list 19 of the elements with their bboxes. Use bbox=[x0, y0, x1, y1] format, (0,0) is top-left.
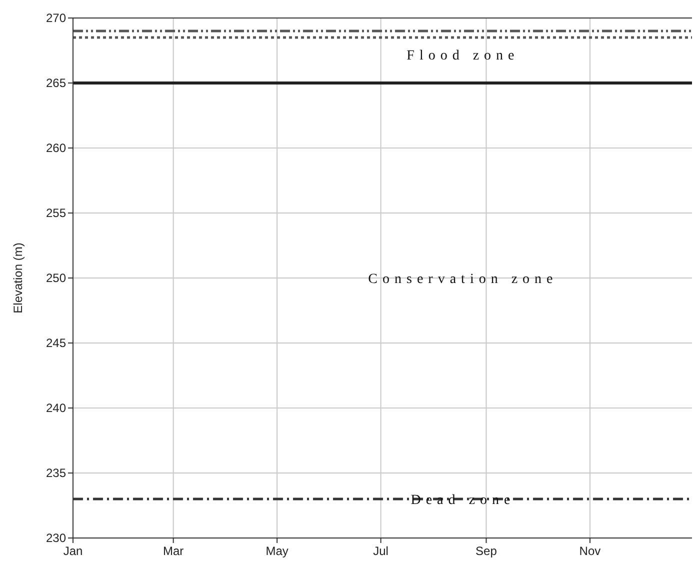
x-tick-label: Jan bbox=[63, 544, 83, 558]
annotation: Flood zone bbox=[406, 48, 520, 64]
y-tick-label: 260 bbox=[46, 141, 66, 155]
y-tick-label: 270 bbox=[46, 11, 66, 25]
x-tick-label: Jul bbox=[373, 544, 388, 558]
y-axis-title: Elevation (m) bbox=[11, 242, 25, 314]
y-tick-label: 255 bbox=[46, 206, 66, 220]
annotation: Dead zone bbox=[410, 493, 516, 508]
y-tick-label: 265 bbox=[46, 76, 66, 90]
y-tick-label: 230 bbox=[46, 531, 66, 545]
y-tick-label: 245 bbox=[46, 336, 66, 350]
x-tick-label: Sep bbox=[476, 544, 498, 558]
y-tick-label: 235 bbox=[46, 466, 66, 480]
x-tick-label: May bbox=[266, 544, 288, 558]
x-tick-label: Nov bbox=[579, 544, 601, 558]
annotation: Conservation zone bbox=[368, 272, 558, 287]
y-tick-label: 240 bbox=[46, 401, 66, 415]
y-tick-label: 250 bbox=[46, 271, 66, 285]
x-tick-label: Mar bbox=[162, 544, 184, 558]
